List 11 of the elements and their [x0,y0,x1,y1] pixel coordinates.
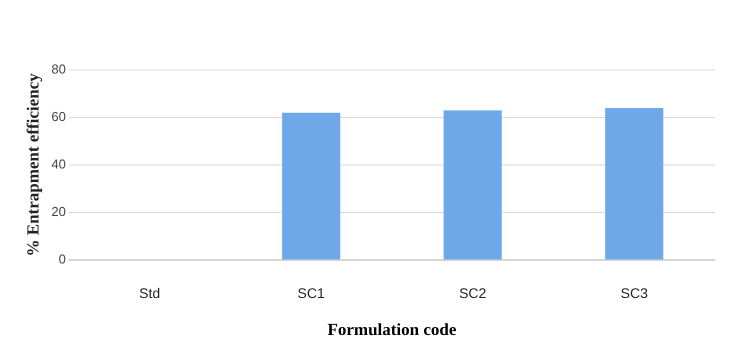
y-axis-title: % Entrapment efficiency [24,72,43,256]
x-tick-label: Std [139,285,160,302]
x-tick-label: SC3 [620,285,648,302]
x-tick-label: SC2 [459,285,487,302]
x-axis-title: Formulation code [327,320,457,340]
y-tick-label: 0 [58,251,66,266]
y-tick-label: 40 [51,156,66,172]
x-tick-label: SC1 [298,285,325,302]
y-tick-label: 80 [51,62,66,77]
y-tick-label: 60 [51,109,66,124]
y-tick-label: 20 [51,204,66,219]
